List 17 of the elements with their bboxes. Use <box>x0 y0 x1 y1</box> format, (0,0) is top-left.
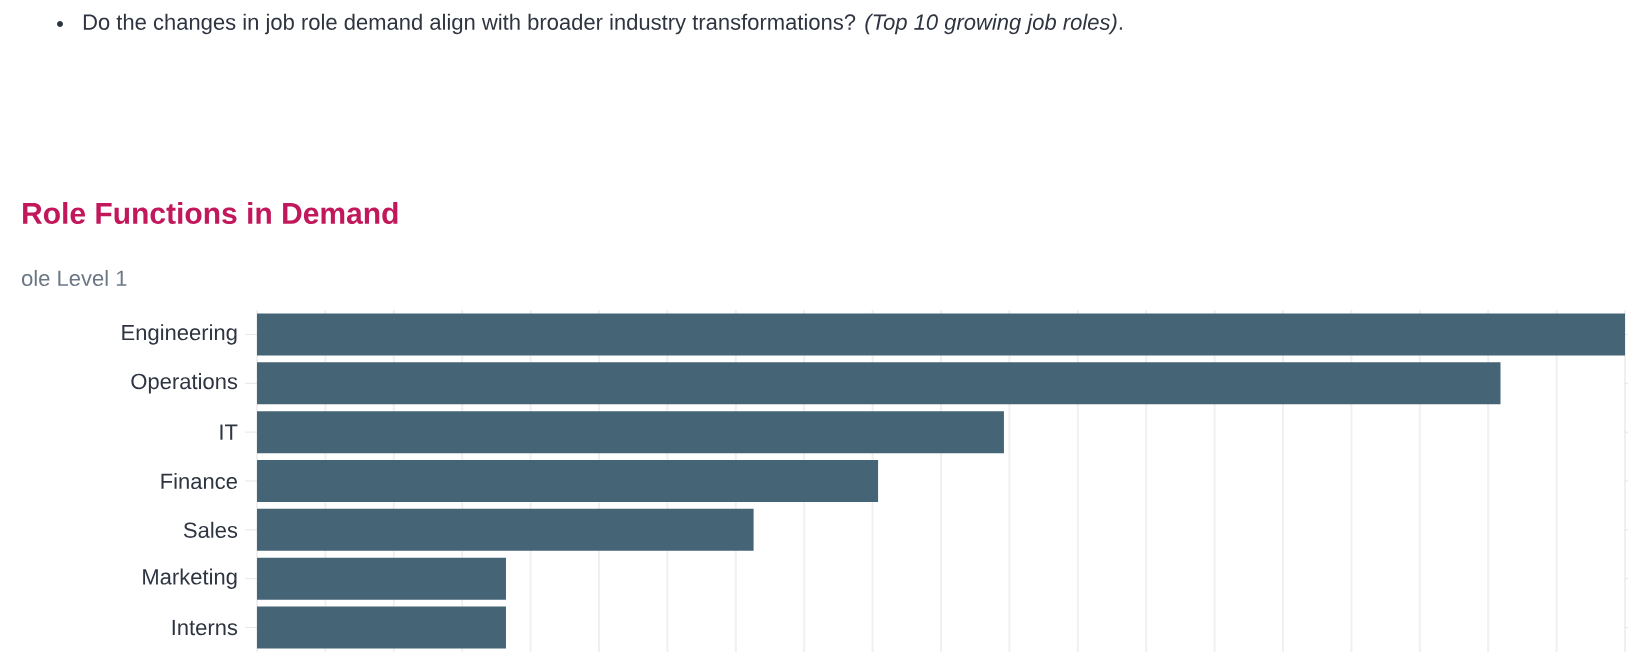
y-tick-label: Interns <box>172 619 238 636</box>
chart-title: Role Functions in Demand <box>23 201 398 224</box>
bar <box>257 411 1004 454</box>
bar <box>257 313 1625 356</box>
bar <box>257 606 506 649</box>
y-tick-label: Marketing <box>143 568 237 589</box>
y-tick-label: Finance <box>161 472 237 490</box>
bar <box>257 459 879 502</box>
text: ole Level 1 <box>21 269 127 287</box>
bar <box>257 508 754 551</box>
y-tick-label: Sales <box>183 521 238 538</box>
y-tick-label: IT <box>220 424 238 440</box>
text: Do the changes in job role demand align with broader industry transformations? (Top 10 growing job roles). <box>83 13 1122 35</box>
bar <box>257 362 1501 405</box>
bar <box>257 557 506 600</box>
y-tick-label: Operations <box>131 373 238 394</box>
y-tick-label: Engineering <box>122 324 237 345</box>
